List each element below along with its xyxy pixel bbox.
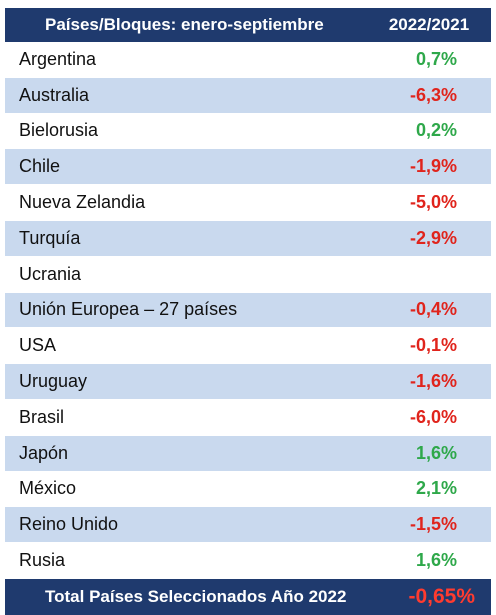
total-value: -0,65% xyxy=(375,578,491,615)
country-name: Japón xyxy=(5,435,375,472)
table-row: Australia -6,3% xyxy=(5,77,491,114)
table-row: Reino Unido -1,5% xyxy=(5,506,491,544)
table-row: Chile -1,9% xyxy=(5,148,491,186)
total-label: Total Países Seleccionados Año 2022 xyxy=(5,578,375,615)
variation-value: -0,1% xyxy=(375,327,491,365)
country-name: Bielorusia xyxy=(5,113,375,150)
country-name: México xyxy=(5,471,375,508)
country-name: Argentina xyxy=(5,42,375,78)
table-row: Rusia 1,6% xyxy=(5,542,491,579)
country-name: Australia xyxy=(5,77,375,114)
variation-value: -6,3% xyxy=(375,77,491,114)
table-row: Nueva Zelandia -5,0% xyxy=(5,184,491,221)
variation-value: -2,9% xyxy=(375,220,491,257)
country-name: Turquía xyxy=(5,220,375,257)
table-row: Japón 1,6% xyxy=(5,435,491,472)
column-header-countries: Países/Bloques: enero-septiembre xyxy=(5,8,375,42)
variation-value: -0,4% xyxy=(375,292,491,329)
table-row: Uruguay -1,6% xyxy=(5,363,491,400)
variation-value: -6,0% xyxy=(375,399,491,436)
country-name: Rusia xyxy=(5,542,375,579)
variation-value: 2,1% xyxy=(375,471,491,508)
column-header-period: 2022/2021 xyxy=(375,8,491,42)
country-variation-table: Países/Bloques: enero-septiembre 2022/20… xyxy=(5,8,491,615)
variation-value: -1,5% xyxy=(375,506,491,544)
table-row: USA -0,1% xyxy=(5,327,491,365)
country-name: Ucrania xyxy=(5,256,375,293)
variation-value: 0,7% xyxy=(375,42,491,78)
table-header-row: Países/Bloques: enero-septiembre 2022/20… xyxy=(5,8,491,42)
variation-value: -5,0% xyxy=(375,184,491,221)
table-row: Ucrania xyxy=(5,256,491,293)
variation-value: -1,6% xyxy=(375,363,491,400)
country-name: Reino Unido xyxy=(5,506,375,544)
table-row: Argentina 0,7% xyxy=(5,42,491,78)
variation-value xyxy=(375,256,491,293)
table-row: Brasil -6,0% xyxy=(5,399,491,436)
variation-value: 0,2% xyxy=(375,113,491,150)
table-row: México 2,1% xyxy=(5,471,491,508)
variation-value: 1,6% xyxy=(375,435,491,472)
variation-value: -1,9% xyxy=(375,148,491,186)
table-row: Bielorusia 0,2% xyxy=(5,113,491,150)
country-name: Chile xyxy=(5,148,375,186)
variation-value: 1,6% xyxy=(375,542,491,579)
country-name: Unión Europea – 27 países xyxy=(5,292,375,329)
country-name: Brasil xyxy=(5,399,375,436)
total-row: Total Países Seleccionados Año 2022 -0,6… xyxy=(5,578,491,615)
country-name: USA xyxy=(5,327,375,365)
country-name: Nueva Zelandia xyxy=(5,184,375,221)
table-row: Turquía -2,9% xyxy=(5,220,491,257)
country-name: Uruguay xyxy=(5,363,375,400)
table-row: Unión Europea – 27 países -0,4% xyxy=(5,292,491,329)
